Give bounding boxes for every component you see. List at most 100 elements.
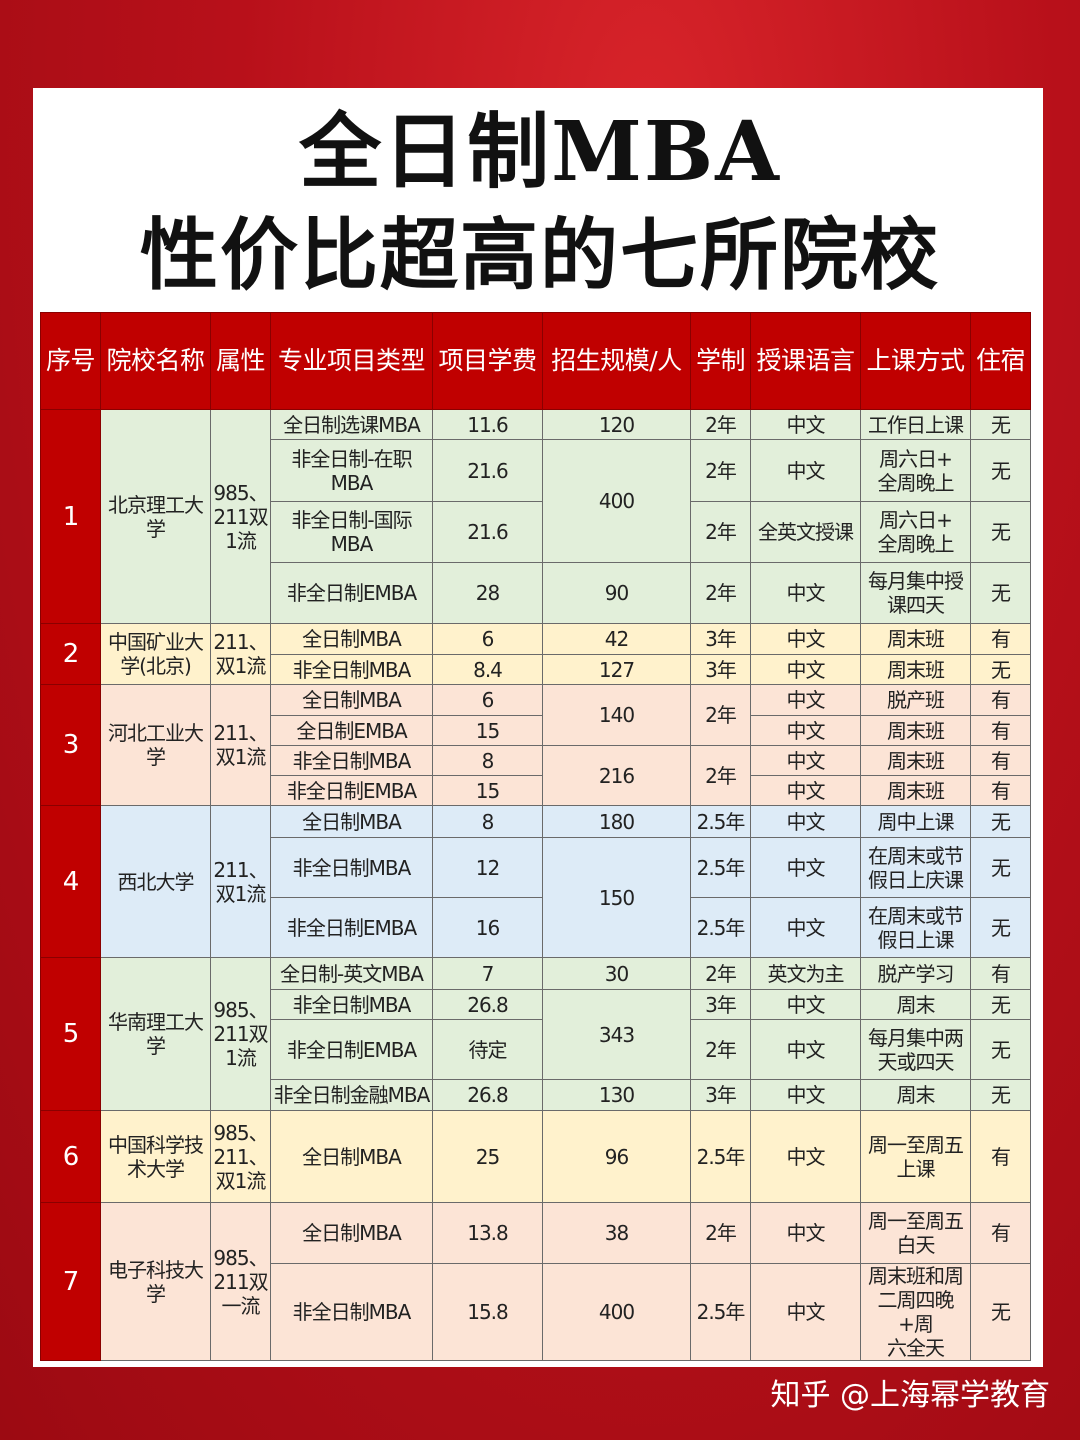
table-cell: 全日制MBA [270, 805, 433, 838]
table-cell: 周末班和周 二周四晚+周 六全天 [860, 1263, 971, 1361]
table-cell: 211、 双1流 [210, 623, 271, 685]
column-header: 序号 [40, 312, 101, 410]
table-row: 全日制EMBA 15 中文 周末班有 [41, 715, 1031, 746]
table-cell: 中文 [750, 897, 861, 958]
table-cell: 周六日+ 全周晚上 [860, 439, 971, 502]
table-cell: 中文 [750, 745, 861, 776]
table-cell: 211、 双1流 [210, 684, 271, 806]
table-cell: 全日制MBA [270, 1202, 433, 1264]
table-cell: 2年 [690, 684, 751, 746]
table-row: 非全日制EMBA 15 中文 周末班有 [41, 775, 1031, 806]
table-cell: 400 [542, 1263, 691, 1361]
table-cell: 周末班 [860, 715, 971, 746]
table-cell: 电子科技大 学 [100, 1202, 211, 1361]
table-cell: 343 [542, 989, 691, 1080]
table-cell: 3年 [690, 1079, 751, 1111]
table-cell: 2.5年 [690, 805, 751, 838]
table-cell: 中文 [750, 684, 861, 716]
table-cell: 中文 [750, 439, 861, 502]
table-cell: 有 [970, 715, 1031, 746]
table-cell: 西北大学 [100, 805, 211, 958]
table-cell: 21.6 [432, 501, 543, 563]
header-row: 序号 院校名称 属性 专业项目类型 项目学费 招生规模/人 学制 授课语言 上课方式 住宿 [40, 312, 1031, 410]
table-cell: 2年 [690, 1202, 751, 1264]
row-number: 6 [40, 1110, 101, 1203]
table-cell: 11.6 [432, 409, 543, 440]
table-cell: 无 [970, 562, 1031, 624]
table-row: 非全日制MBA 26.8 343 3年 中文 周末无 [41, 989, 1031, 1080]
table-cell: 130 [542, 1079, 691, 1111]
table-row: 1 北京理工大 学 985、 211双 1流 全日制选课MBA 11.6 120 2年 中文工… [40, 409, 1031, 624]
table-cell: 中文 [750, 1079, 861, 1111]
table-row: 非全日制金融MBA 26.8 130 3年 中文 周末无 [41, 1079, 1031, 1111]
table-cell: 无 [970, 654, 1031, 685]
table-row: 非全日制MBA 12 150 2.5年 中文 在周末或节 假日上庆课无 [41, 837, 1031, 958]
table-cell: 有 [970, 775, 1031, 806]
row-number: 2 [40, 623, 101, 685]
table-cell: 华南理工大 学 [100, 957, 211, 1111]
row-number: 3 [40, 684, 101, 806]
table-cell: 3年 [690, 989, 751, 1020]
table-cell: 无 [970, 989, 1031, 1020]
table-cell: 150 [542, 837, 691, 958]
table-cell: 周一至周五 白天 [860, 1202, 971, 1264]
table-cell: 非全日制-国际MBA [270, 501, 433, 563]
table-cell: 无 [970, 1079, 1031, 1111]
table-cell: 2.5年 [690, 1110, 751, 1203]
table-cell: 2年 [690, 439, 751, 502]
table-cell: 400 [542, 439, 691, 563]
table-cell: 无 [970, 837, 1031, 898]
row-number: 1 [40, 409, 101, 624]
table-cell: 211、 双1流 [210, 805, 271, 958]
table-cell: 无 [970, 1019, 1031, 1080]
table-cell: 985、 211双 1流 [210, 957, 271, 1111]
table-cell: 2年 [690, 745, 751, 806]
table-cell: 中文 [750, 623, 861, 655]
table-cell: 全日制MBA [270, 623, 433, 655]
table-cell: 13.8 [432, 1202, 543, 1264]
table-cell: 无 [970, 501, 1031, 563]
table-cell: 26.8 [432, 1079, 543, 1111]
table-cell: 非全日制MBA [270, 1263, 433, 1361]
column-header: 招生规模/人 [542, 312, 691, 410]
table-cell: 中文 [750, 837, 861, 898]
table-cell: 北京理工大 学 [100, 409, 211, 624]
table-cell: 中文 [750, 989, 861, 1020]
table-cell: 周末班 [860, 654, 971, 685]
table-cell: 周末 [860, 989, 971, 1020]
row-number: 4 [40, 805, 101, 958]
table-row: 2 中国矿业大 学(北京) 211、 双1流 全日制MBA 6 42 3年 中文 周末班有 [40, 623, 1031, 685]
table-cell: 16 [432, 897, 543, 958]
table-cell: 180 [542, 805, 691, 838]
table-cell: 非全日制EMBA [270, 562, 433, 624]
table-cell: 127 [542, 654, 691, 685]
table-cell: 非全日制MBA [270, 989, 433, 1020]
table-cell: 2年 [690, 1019, 751, 1080]
table-cell: 90 [542, 562, 691, 624]
table-cell: 21.6 [432, 439, 543, 502]
table-cell: 有 [970, 745, 1031, 776]
table-cell: 中文 [750, 1263, 861, 1361]
table-cell: 15.8 [432, 1263, 543, 1361]
table-row: 非全日制EMBA 28 90 2年 中文 每月集中授 课四天无 [41, 562, 1031, 624]
table-cell: 全日制选课MBA [270, 409, 433, 440]
table-cell: 216 [542, 745, 691, 806]
table-cell: 25 [432, 1110, 543, 1203]
table-cell: 无 [970, 897, 1031, 958]
table-cell: 有 [970, 684, 1031, 716]
table-cell: 全日制MBA [270, 1110, 433, 1203]
table-cell: 无 [970, 805, 1031, 838]
table-cell: 15 [432, 775, 543, 806]
table-cell: 河北工业大 学 [100, 684, 211, 806]
table-cell: 中文 [750, 654, 861, 685]
table-cell: 26.8 [432, 989, 543, 1020]
table-cell: 非全日制EMBA [270, 775, 433, 806]
table-row: 3 河北工业大 学 211、 双1流 全日制MBA 6 140 2年 中文 脱产班有 [40, 684, 1031, 806]
table-row: 6 中国科学技 术大学 985、 211、 双1流 全日制MBA 25 96 2.5年 中文周… [40, 1110, 1031, 1203]
table-cell: 中文 [750, 1202, 861, 1264]
table-cell: 42 [542, 623, 691, 655]
table-cell: 非全日制-在职MBA [270, 439, 433, 502]
table-cell: 2.5年 [690, 1263, 751, 1361]
table-cell: 96 [542, 1110, 691, 1203]
table-cell: 中文 [750, 775, 861, 806]
